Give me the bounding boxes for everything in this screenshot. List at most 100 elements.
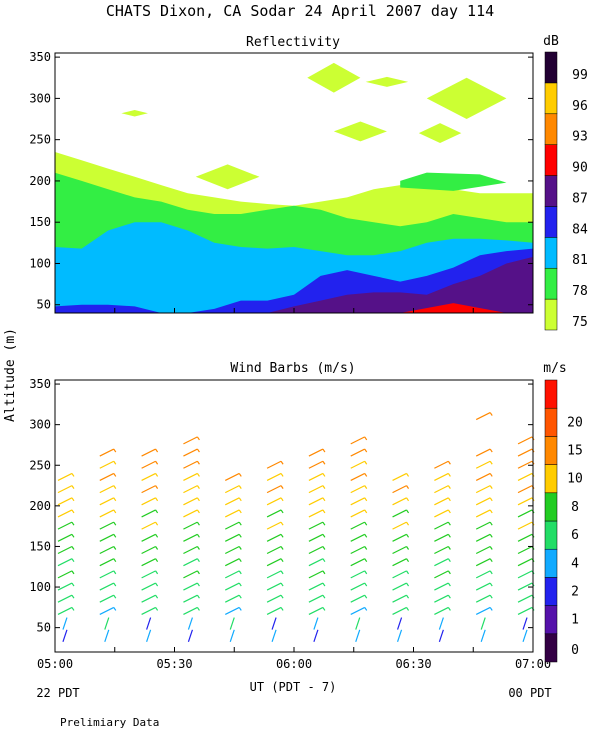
wind-barb-flag	[71, 473, 75, 477]
wind-barb-flag	[113, 509, 117, 514]
wind-barb-flag	[155, 485, 159, 489]
wind-barb-flag	[238, 594, 242, 599]
wind-barb	[434, 558, 449, 567]
wind-barb	[99, 606, 115, 615]
wind-barb	[141, 485, 156, 494]
wind-barb	[183, 570, 198, 579]
wind-barb	[99, 594, 115, 603]
reflectivity-y-tick-label: 150	[29, 215, 51, 229]
wind-barb-flag	[238, 497, 242, 502]
wind-barb-flag	[406, 473, 410, 477]
wind-barb-flag	[71, 558, 75, 563]
wind-barb-flag	[322, 448, 326, 453]
wind-barb	[480, 617, 486, 630]
wind-barb	[313, 629, 319, 642]
wind-barb	[141, 448, 156, 457]
wind-barb-flag	[196, 497, 200, 502]
wind-barb	[438, 617, 444, 630]
wind-barb	[141, 545, 156, 555]
wind-barb	[183, 497, 198, 506]
wind-barb	[224, 472, 240, 481]
reflectivity-patch	[400, 172, 507, 191]
wind-barb	[266, 558, 282, 567]
reflectivity-colorbar-swatch-75	[544, 298, 558, 331]
wind-barb	[350, 558, 366, 567]
wind-barb-flag	[364, 570, 368, 575]
wind-barb-y-tick-label: 200	[29, 499, 51, 513]
wind-barb-flag	[489, 497, 493, 502]
wind-speed-colorbar-label: 8	[571, 500, 579, 515]
wind-speed-colorbar-swatch	[544, 633, 558, 663]
wind-barb-flag	[113, 473, 117, 477]
wind-barbs	[57, 412, 535, 642]
wind-barb-flag	[196, 485, 200, 489]
wind-speed-colorbar-swatch	[544, 379, 558, 409]
wind-barb	[141, 460, 156, 469]
wind-barb	[517, 497, 533, 506]
wind-speed-colorbar-swatch	[544, 492, 558, 522]
wind-barb-flag	[155, 533, 159, 538]
wind-barb	[308, 509, 324, 518]
wind-barb-flag	[113, 582, 117, 587]
wind-barb	[392, 509, 407, 518]
wind-barb-flag	[364, 485, 368, 489]
wind-barb	[57, 497, 73, 506]
reflectivity-colorbar-swatch-96	[544, 82, 558, 115]
reflectivity-colorbar-label: 93	[572, 130, 588, 145]
wind-barb	[475, 412, 491, 421]
wind-barb-flag	[71, 594, 75, 599]
wind-barb-flag	[364, 533, 368, 538]
reflectivity-patch	[307, 62, 361, 93]
wind-barb	[434, 497, 449, 506]
wind-barb-flag	[489, 607, 493, 611]
wind-barb	[99, 497, 115, 506]
wind-barb-flag	[447, 546, 451, 550]
wind-barb	[475, 485, 491, 494]
wind-barb-flag	[113, 558, 117, 563]
wind-barb-flag	[322, 607, 326, 611]
wind-barb	[141, 594, 156, 603]
wind-barb	[224, 521, 240, 530]
wind-barb-y-tick-label: 50	[37, 621, 51, 635]
wind-barb-flag	[489, 460, 493, 465]
wind-barb	[392, 594, 407, 603]
local-time-right: 00 PDT	[508, 686, 551, 700]
wind-barb	[57, 545, 73, 555]
wind-barb-flag	[489, 448, 493, 453]
wind-barb-flag	[71, 582, 75, 587]
wind-barb	[475, 460, 491, 469]
wind-speed-colorbar-label: 1	[571, 613, 579, 628]
wind-barb	[434, 533, 449, 542]
wind-barb-y-tick-label: 100	[29, 580, 51, 594]
reflectivity-band-87	[55, 256, 533, 313]
wind-barb	[266, 545, 282, 555]
wind-barb	[355, 629, 361, 642]
wind-barb	[141, 533, 156, 542]
wind-speed-colorbar-unit: m/s	[543, 361, 566, 376]
wind-barb-flag	[196, 546, 200, 550]
wind-barb	[104, 617, 110, 630]
wind-barb-flag	[280, 570, 284, 575]
reflectivity-y-tick-label: 250	[29, 133, 51, 147]
wind-barb	[271, 629, 277, 642]
wind-barb	[224, 606, 240, 615]
wind-barb	[266, 582, 282, 591]
wind-barb-flag	[280, 594, 284, 599]
wind-barb-flag	[447, 473, 451, 477]
wind-barb	[57, 472, 73, 481]
wind-barb-flag	[406, 546, 410, 550]
wind-speed-colorbar-swatch	[544, 520, 558, 550]
wind-barb	[350, 472, 366, 481]
reflectivity-colorbar-swatch-93	[544, 113, 558, 145]
reflectivity-colorbar-swatch-84	[544, 206, 558, 238]
wind-barb-x-tick-label: 05:00	[37, 657, 73, 671]
wind-barb-flag	[489, 570, 493, 575]
wind-barb	[141, 497, 156, 506]
wind-barb	[57, 570, 73, 579]
wind-barb-flag	[322, 509, 326, 514]
wind-barb	[99, 485, 115, 494]
wind-barb-flag	[406, 570, 410, 575]
wind-barb-flag	[322, 533, 326, 538]
wind-barb-x-ticks: 05:00 05:30 06:00 06:30 07:00	[37, 647, 551, 671]
wind-barb	[350, 509, 366, 518]
